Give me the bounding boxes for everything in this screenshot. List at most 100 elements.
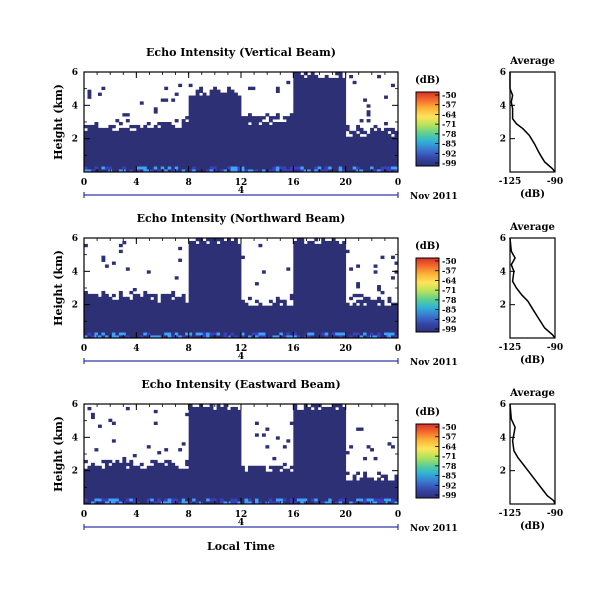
heatmap-cell: [237, 279, 242, 283]
heatmap-cell: [227, 119, 231, 123]
heatmap-cell: [206, 314, 210, 318]
heatmap-cell: [202, 130, 207, 135]
heatmap-cell: [258, 124, 263, 129]
heatmap-cell: [237, 332, 242, 336]
heatmap-cell: [394, 160, 399, 164]
heatmap-cell: [97, 148, 102, 152]
heatmap-cell: [258, 160, 263, 164]
heatmap-cell: [230, 412, 235, 417]
heatmap-cell: [171, 163, 176, 167]
heatmap-cell: [171, 98, 176, 102]
heatmap-cell: [115, 154, 120, 158]
heatmap-cell: [87, 323, 92, 327]
heatmap-cell: [132, 314, 137, 318]
heatmap-cell: [132, 317, 137, 321]
heatmap-cell: [254, 311, 259, 315]
heatmap-cell: [150, 480, 155, 484]
heatmap-cell: [377, 335, 381, 339]
heatmap-cell: [366, 326, 371, 330]
heatmap-cell: [317, 110, 322, 114]
heatmap-cell: [216, 238, 221, 242]
heatmap-cell: [261, 311, 266, 315]
heatmap-cell: [380, 308, 385, 312]
heatmap-cell: [300, 290, 305, 295]
heatmap-cell: [286, 154, 291, 158]
heatmap-cell: [349, 296, 354, 301]
heatmap-cell: [314, 116, 319, 120]
heatmap-cell: [321, 267, 326, 271]
heatmap-cell: [202, 279, 207, 283]
heatmap-cell: [293, 145, 298, 149]
heatmap-cell: [296, 252, 301, 257]
heatmap-cell: [195, 157, 200, 161]
profile-y-tick-label: 6: [500, 68, 506, 78]
heatmap-cell: [160, 130, 165, 135]
heatmap-cell: [199, 471, 204, 475]
heatmap-cell: [237, 480, 242, 484]
heatmap-cell: [195, 142, 200, 146]
heatmap-cell: [300, 160, 305, 164]
heatmap-cell: [220, 415, 224, 420]
heatmap-cell: [101, 255, 106, 259]
heatmap-cell: [104, 459, 109, 464]
heatmap-cell: [153, 148, 158, 152]
heatmap-cell: [314, 299, 319, 304]
heatmap-cell: [370, 323, 374, 327]
heatmap-cell: [265, 320, 270, 324]
heatmap-cell: [157, 501, 162, 505]
heatmap-cell: [146, 335, 151, 339]
heatmap-cell: [111, 335, 116, 339]
heatmap-cell: [202, 119, 207, 123]
heatmap-cell: [363, 136, 367, 141]
heatmap-cell: [136, 148, 141, 152]
heatmap-cell: [199, 145, 204, 149]
heatmap-cell: [223, 302, 228, 307]
heatmap-cell: [251, 335, 256, 339]
profile-x-tick-label: -90: [547, 177, 563, 187]
heatmap-cell: [97, 483, 102, 487]
heatmap-cell: [321, 148, 326, 152]
heatmap-cell: [310, 92, 315, 96]
heatmap-cell: [223, 133, 228, 138]
heatmap-cell: [296, 311, 301, 315]
heatmap-cell: [209, 89, 214, 93]
heatmap-cell: [97, 317, 102, 321]
heatmap-cell: [275, 145, 280, 149]
heatmap-cell: [220, 238, 224, 242]
heatmap-cell: [94, 163, 99, 167]
heatmap-cell: [101, 142, 106, 146]
heatmap-cell: [223, 421, 228, 425]
heatmap-cell: [84, 326, 88, 330]
heatmap-cell: [171, 148, 176, 152]
heatmap-cell: [324, 157, 329, 161]
heatmap-cell: [202, 163, 207, 167]
heatmap-cell: [234, 154, 238, 158]
heatmap-cell: [202, 317, 207, 321]
heatmap-cell: [143, 317, 148, 321]
heatmap-cell: [227, 329, 231, 333]
heatmap-cell: [380, 255, 385, 259]
heatmap-cell: [310, 116, 315, 120]
heatmap-cell: [377, 157, 381, 161]
heatmap-cell: [115, 501, 120, 505]
heatmap-cell: [118, 332, 123, 336]
heatmap-cell: [293, 314, 298, 318]
heatmap-cell: [132, 323, 137, 327]
heatmap-cell: [328, 98, 333, 102]
heatmap-cell: [104, 323, 109, 327]
heatmap-cell: [394, 261, 399, 265]
heatmap-cell: [227, 459, 231, 464]
heatmap-cell: [195, 305, 200, 309]
heatmap-cell: [178, 486, 183, 490]
heatmap-cell: [153, 486, 158, 490]
heatmap-cell: [227, 454, 231, 458]
heatmap-cell: [202, 154, 207, 158]
heatmap-cell: [195, 119, 200, 123]
heatmap-cell: [328, 273, 333, 277]
heatmap-cell: [132, 477, 137, 481]
heatmap-cell: [247, 486, 252, 490]
heatmap-cell: [136, 492, 141, 496]
heatmap-cell: [108, 308, 113, 312]
heatmap-cell: [275, 142, 280, 146]
heatmap-cell: [254, 127, 259, 132]
